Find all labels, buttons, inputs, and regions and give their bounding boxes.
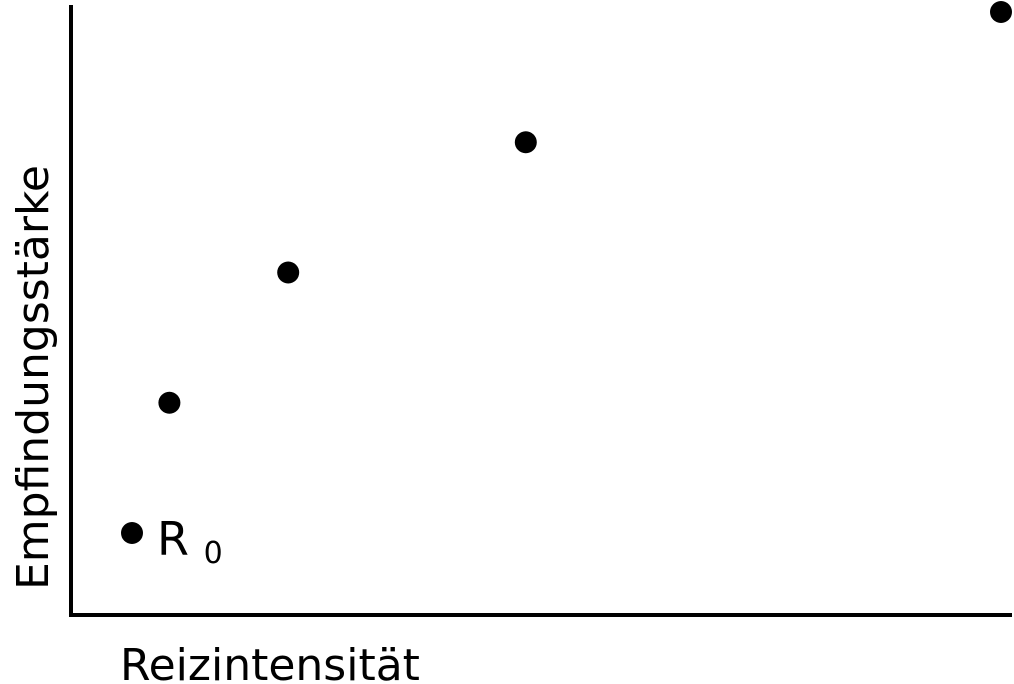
data-points [121,1,1012,544]
data-point-4 [514,131,537,154]
r0-label: R 0 [157,512,223,571]
y-axis-title: Empfindungsstärke [8,165,59,590]
data-point-3 [277,261,300,284]
data-point-2 [158,391,181,414]
data-point-5 [990,1,1012,23]
r0-label-subscript: 0 [204,536,223,571]
data-point-1 [121,522,143,544]
r0-label-main: R [157,512,189,566]
x-axis-title: Reizintensität [120,640,420,684]
